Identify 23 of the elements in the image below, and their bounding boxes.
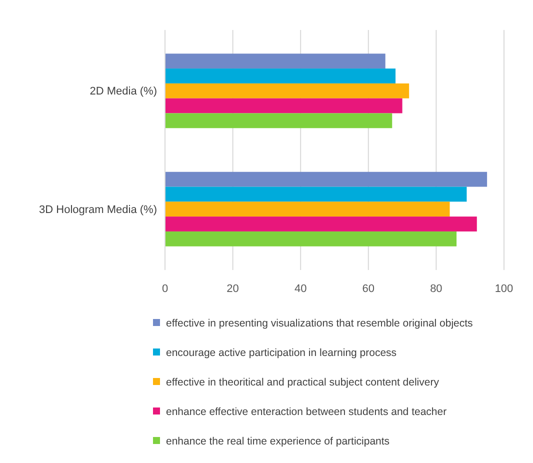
x-tick-label: 80	[430, 283, 442, 295]
x-tick-label: 60	[362, 283, 375, 295]
x-tick-label: 20	[226, 283, 239, 295]
bar	[165, 98, 402, 114]
y-tick-label: 3D Hologram Media (%)	[39, 204, 157, 216]
x-tick-label: 0	[162, 283, 168, 295]
legend-label: encourage active participation in learning process	[166, 347, 397, 360]
bar	[165, 231, 457, 246]
bar	[165, 83, 410, 98]
legend-label: effective in theoritical and practical subject content delivery	[166, 376, 440, 389]
legend-label: enhance effective enteraction between students and teacher	[166, 406, 448, 418]
y-tick-label: 2D Media (%)	[90, 86, 157, 98]
bar	[165, 68, 396, 84]
legend-label: enhance the real time experience of participants	[166, 436, 390, 448]
legend-label: effective in presenting visualizations that resemble original objects	[166, 318, 473, 330]
bar	[165, 172, 488, 187]
bar	[165, 216, 477, 232]
x-tick-label: 100	[494, 283, 514, 295]
x-tick-label: 40	[294, 283, 307, 295]
bar	[165, 186, 467, 202]
bar	[165, 54, 386, 69]
bar	[165, 113, 392, 128]
bar	[165, 202, 450, 217]
